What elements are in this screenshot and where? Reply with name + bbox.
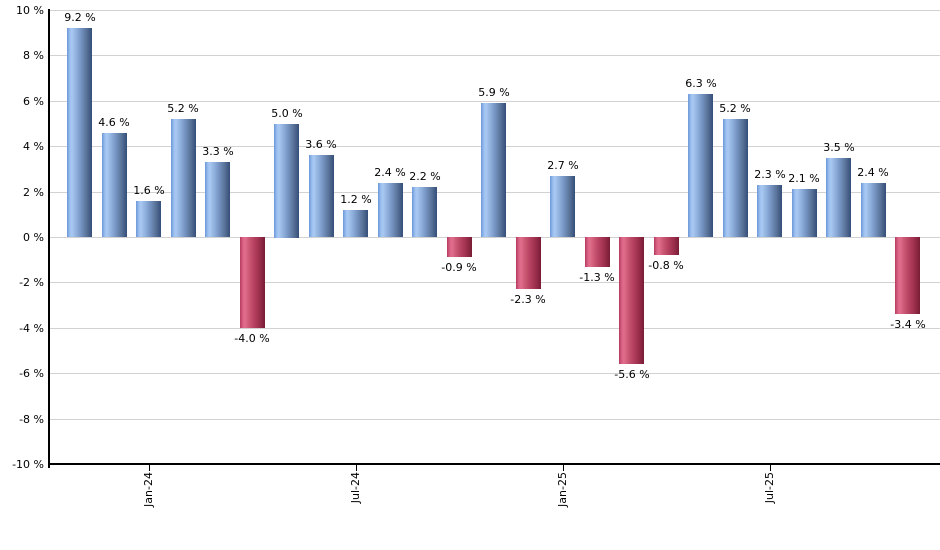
- x-axis-tick: [770, 465, 771, 471]
- y-axis-line: [48, 9, 50, 468]
- bar-value-label: 3.6 %: [305, 138, 337, 151]
- bar-value-label: -1.3 %: [579, 271, 615, 284]
- bar-value-label: 2.7 %: [547, 159, 579, 172]
- y-axis-tick-label: -10 %: [12, 458, 44, 471]
- bar-Apr-25[interactable]: [654, 237, 679, 255]
- bar-value-label: 2.1 %: [788, 172, 820, 185]
- x-axis-tick: [563, 465, 564, 471]
- bar-Jan-24[interactable]: [136, 201, 161, 237]
- bar-value-label: -3.4 %: [890, 318, 926, 331]
- bar-Nov-25[interactable]: [895, 237, 920, 314]
- bar-Dec-24[interactable]: [516, 237, 541, 289]
- bar-value-label: 5.0 %: [271, 107, 303, 120]
- gridline-0: [49, 237, 940, 238]
- y-axis-tick-label: 8 %: [23, 49, 44, 62]
- bar-Apr-24[interactable]: [240, 237, 265, 328]
- x-axis-tick: [149, 465, 150, 471]
- bar-value-label: 5.2 %: [719, 102, 751, 115]
- bar-value-label: 5.2 %: [167, 102, 199, 115]
- bar-value-label: 2.3 %: [754, 168, 786, 181]
- y-axis-tick-label: 6 %: [23, 95, 44, 108]
- bar-Feb-25[interactable]: [585, 237, 610, 267]
- gridline-6: [49, 101, 940, 102]
- y-axis-tick-label: 0 %: [23, 231, 44, 244]
- bar-Nov-23[interactable]: [67, 28, 92, 237]
- bar-value-label: -0.9 %: [441, 261, 477, 274]
- bar-Feb-24[interactable]: [171, 119, 196, 237]
- bar-value-label: 2.2 %: [409, 170, 441, 183]
- y-axis-tick-label: -6 %: [19, 367, 44, 380]
- y-axis-tick-label: 2 %: [23, 186, 44, 199]
- bar-value-label: 1.2 %: [340, 193, 372, 206]
- bar-value-label: -4.0 %: [234, 332, 270, 345]
- bar-value-label: 1.6 %: [133, 184, 165, 197]
- bar-Sep-25[interactable]: [826, 158, 851, 237]
- y-axis-tick-label: 4 %: [23, 140, 44, 153]
- bar-value-label: 3.5 %: [823, 141, 855, 154]
- bar-Nov-24[interactable]: [481, 103, 506, 237]
- x-axis-tick-label: Jan-25: [556, 472, 569, 507]
- gridline--6: [49, 373, 940, 374]
- gridline-8: [49, 55, 940, 56]
- bar-value-label: 5.9 %: [478, 86, 510, 99]
- bar-May-25[interactable]: [688, 94, 713, 237]
- bar-May-24[interactable]: [274, 124, 299, 238]
- bar-value-label: 3.3 %: [202, 145, 234, 158]
- bar-value-label: -5.6 %: [614, 368, 650, 381]
- y-axis-tick-label: 10 %: [16, 4, 44, 17]
- gridline--2: [49, 282, 940, 283]
- y-axis-tick-label: -8 %: [19, 413, 44, 426]
- bar-Sep-24[interactable]: [412, 187, 437, 237]
- x-axis-tick-label: Jul-24: [349, 472, 362, 504]
- bar-value-label: 6.3 %: [685, 77, 717, 90]
- bar-Jun-24[interactable]: [309, 155, 334, 237]
- bar-Dec-23[interactable]: [102, 133, 127, 237]
- bar-value-label: 9.2 %: [64, 11, 96, 24]
- y-axis-tick-label: -2 %: [19, 276, 44, 289]
- bar-Aug-25[interactable]: [792, 189, 817, 237]
- bar-Oct-25[interactable]: [861, 183, 886, 237]
- bar-value-label: -0.8 %: [648, 259, 684, 272]
- bar-Mar-24[interactable]: [205, 162, 230, 237]
- bar-Aug-24[interactable]: [378, 183, 403, 237]
- bar-Oct-24[interactable]: [447, 237, 472, 257]
- gridline--4: [49, 328, 940, 329]
- x-axis-tick-label: Jul-25: [763, 472, 776, 504]
- bar-Jul-25[interactable]: [757, 185, 782, 237]
- bar-Jun-25[interactable]: [723, 119, 748, 237]
- gridline--8: [49, 419, 940, 420]
- bar-Mar-25[interactable]: [619, 237, 644, 364]
- x-axis-tick-label: Jan-24: [142, 472, 155, 507]
- bar-value-label: 4.6 %: [98, 116, 130, 129]
- x-axis-tick: [356, 465, 357, 471]
- bar-Jan-25[interactable]: [550, 176, 575, 237]
- gridline-10: [49, 10, 940, 11]
- bar-value-label: -2.3 %: [510, 293, 546, 306]
- x-axis-line: [48, 463, 940, 465]
- y-axis-tick-label: -4 %: [19, 322, 44, 335]
- bar-value-label: 2.4 %: [374, 166, 406, 179]
- bar-value-label: 2.4 %: [857, 166, 889, 179]
- bar-Jul-24[interactable]: [343, 210, 368, 237]
